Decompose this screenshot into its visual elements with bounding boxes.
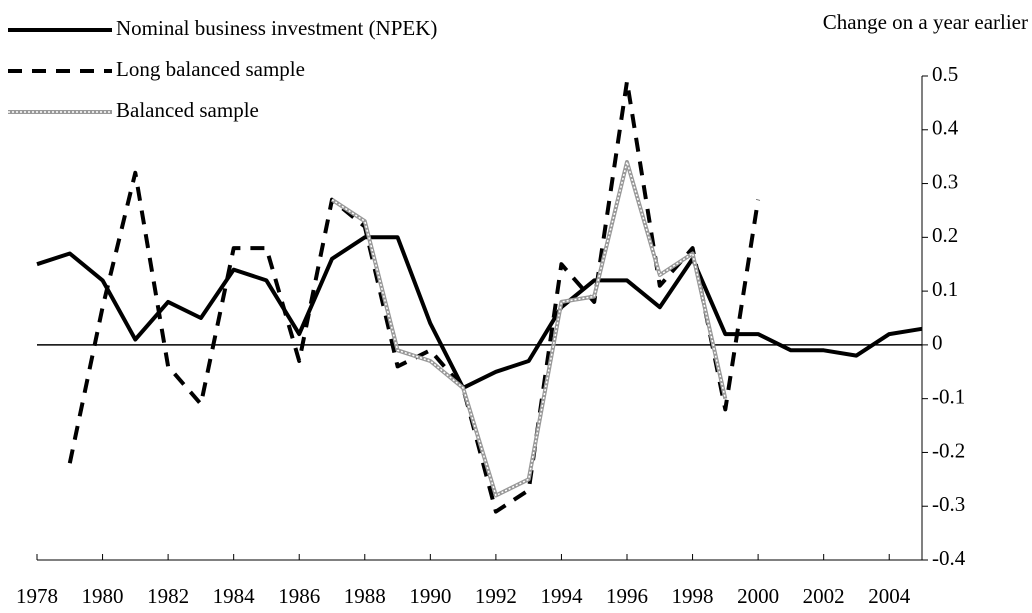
x-tick-label: 1996 bbox=[606, 584, 648, 608]
x-tick-label: 1986 bbox=[278, 584, 320, 608]
series-line-inner bbox=[331, 161, 727, 497]
y-tick-label: 0.5 bbox=[932, 62, 958, 86]
y-tick-label: 0.4 bbox=[932, 116, 959, 140]
y-tick-label: 0.3 bbox=[932, 169, 958, 193]
legend-label: Long balanced sample bbox=[116, 57, 305, 81]
y-tick-label: -0.4 bbox=[932, 546, 966, 570]
x-tick-label: 1994 bbox=[540, 584, 583, 608]
x-tick-label: 1988 bbox=[344, 584, 386, 608]
y-tick-label: 0 bbox=[932, 331, 943, 355]
series-line bbox=[36, 235, 923, 390]
y-tick-label: -0.1 bbox=[932, 384, 965, 408]
x-tick-label: 1978 bbox=[16, 584, 58, 608]
y-tick-label: -0.2 bbox=[932, 438, 965, 462]
legend-label: Nominal business investment (NPEK) bbox=[116, 16, 437, 40]
y-tick-label: 0.1 bbox=[932, 277, 958, 301]
x-tick-label: 1990 bbox=[409, 584, 451, 608]
x-tick-label: 1980 bbox=[82, 584, 124, 608]
legend-label: Balanced sample bbox=[116, 98, 259, 122]
x-tick-label: 1992 bbox=[475, 584, 517, 608]
series-line bbox=[67, 79, 761, 514]
x-tick-label: 2000 bbox=[737, 584, 779, 608]
y-tick-label: 0.2 bbox=[932, 223, 958, 247]
y-tick-label: -0.3 bbox=[932, 492, 965, 516]
y-axis-label: Change on a year earlier bbox=[823, 10, 1028, 34]
x-tick-label: 1982 bbox=[147, 584, 189, 608]
x-tick-label: 1984 bbox=[213, 584, 256, 608]
series-line bbox=[330, 160, 728, 498]
x-tick-label: 2002 bbox=[803, 584, 845, 608]
x-tick-label: 1998 bbox=[672, 584, 714, 608]
x-tick-label: 2004 bbox=[868, 584, 911, 608]
